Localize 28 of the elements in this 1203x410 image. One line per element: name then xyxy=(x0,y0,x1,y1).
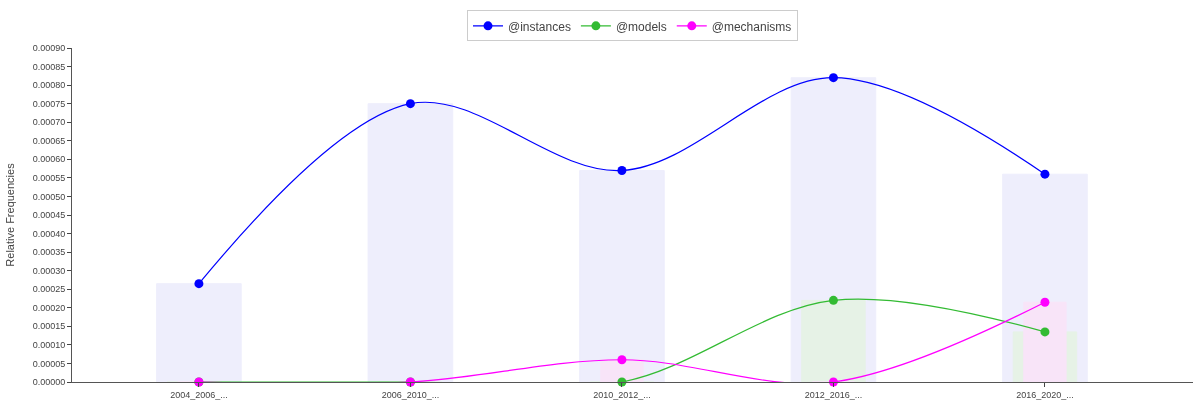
y-tick-label: 0.00060 xyxy=(32,154,66,165)
y-tick-label: 0.00050 xyxy=(32,191,66,202)
x-tick-label: 2004_2006_... xyxy=(170,389,228,400)
x-tick-label: 2006_2010_... xyxy=(381,389,440,400)
y-axis-title: Relative Frequencies xyxy=(4,162,17,267)
legend-label: @instances xyxy=(508,19,571,34)
y-tick-label: 0.00040 xyxy=(32,228,66,239)
y-tick-label: 0.00055 xyxy=(32,173,66,184)
y-tick-label: 0.00015 xyxy=(32,321,66,332)
x-tick-label: 2010_2012_... xyxy=(593,389,651,400)
y-tick-label: 0.00045 xyxy=(32,210,66,221)
legend-label: @models xyxy=(615,19,667,34)
x-tick-label: 2016_2020_... xyxy=(1016,389,1074,400)
y-tick-label: 0.00085 xyxy=(32,61,66,72)
y-tick-label: 0.00000 xyxy=(32,377,66,388)
y-tick-label: 0.00075 xyxy=(32,98,66,109)
y-tick-label: 0.00005 xyxy=(32,358,66,369)
y-tick-label: 0.00070 xyxy=(32,117,66,128)
y-tick-label: 0.00035 xyxy=(32,247,66,258)
y-tick-label: 0.00010 xyxy=(32,340,66,351)
y-tick-label: 0.00025 xyxy=(32,284,66,295)
y-tick-label: 0.00090 xyxy=(32,43,66,54)
y-tick-label: 0.00030 xyxy=(32,265,66,276)
y-tick-label: 0.00020 xyxy=(32,302,66,313)
x-tick-label: 2012_2016_... xyxy=(804,389,863,400)
y-tick-label: 0.00080 xyxy=(32,80,66,91)
legend-label: @mechanisms xyxy=(711,19,792,34)
y-tick-label: 0.00065 xyxy=(32,135,66,146)
